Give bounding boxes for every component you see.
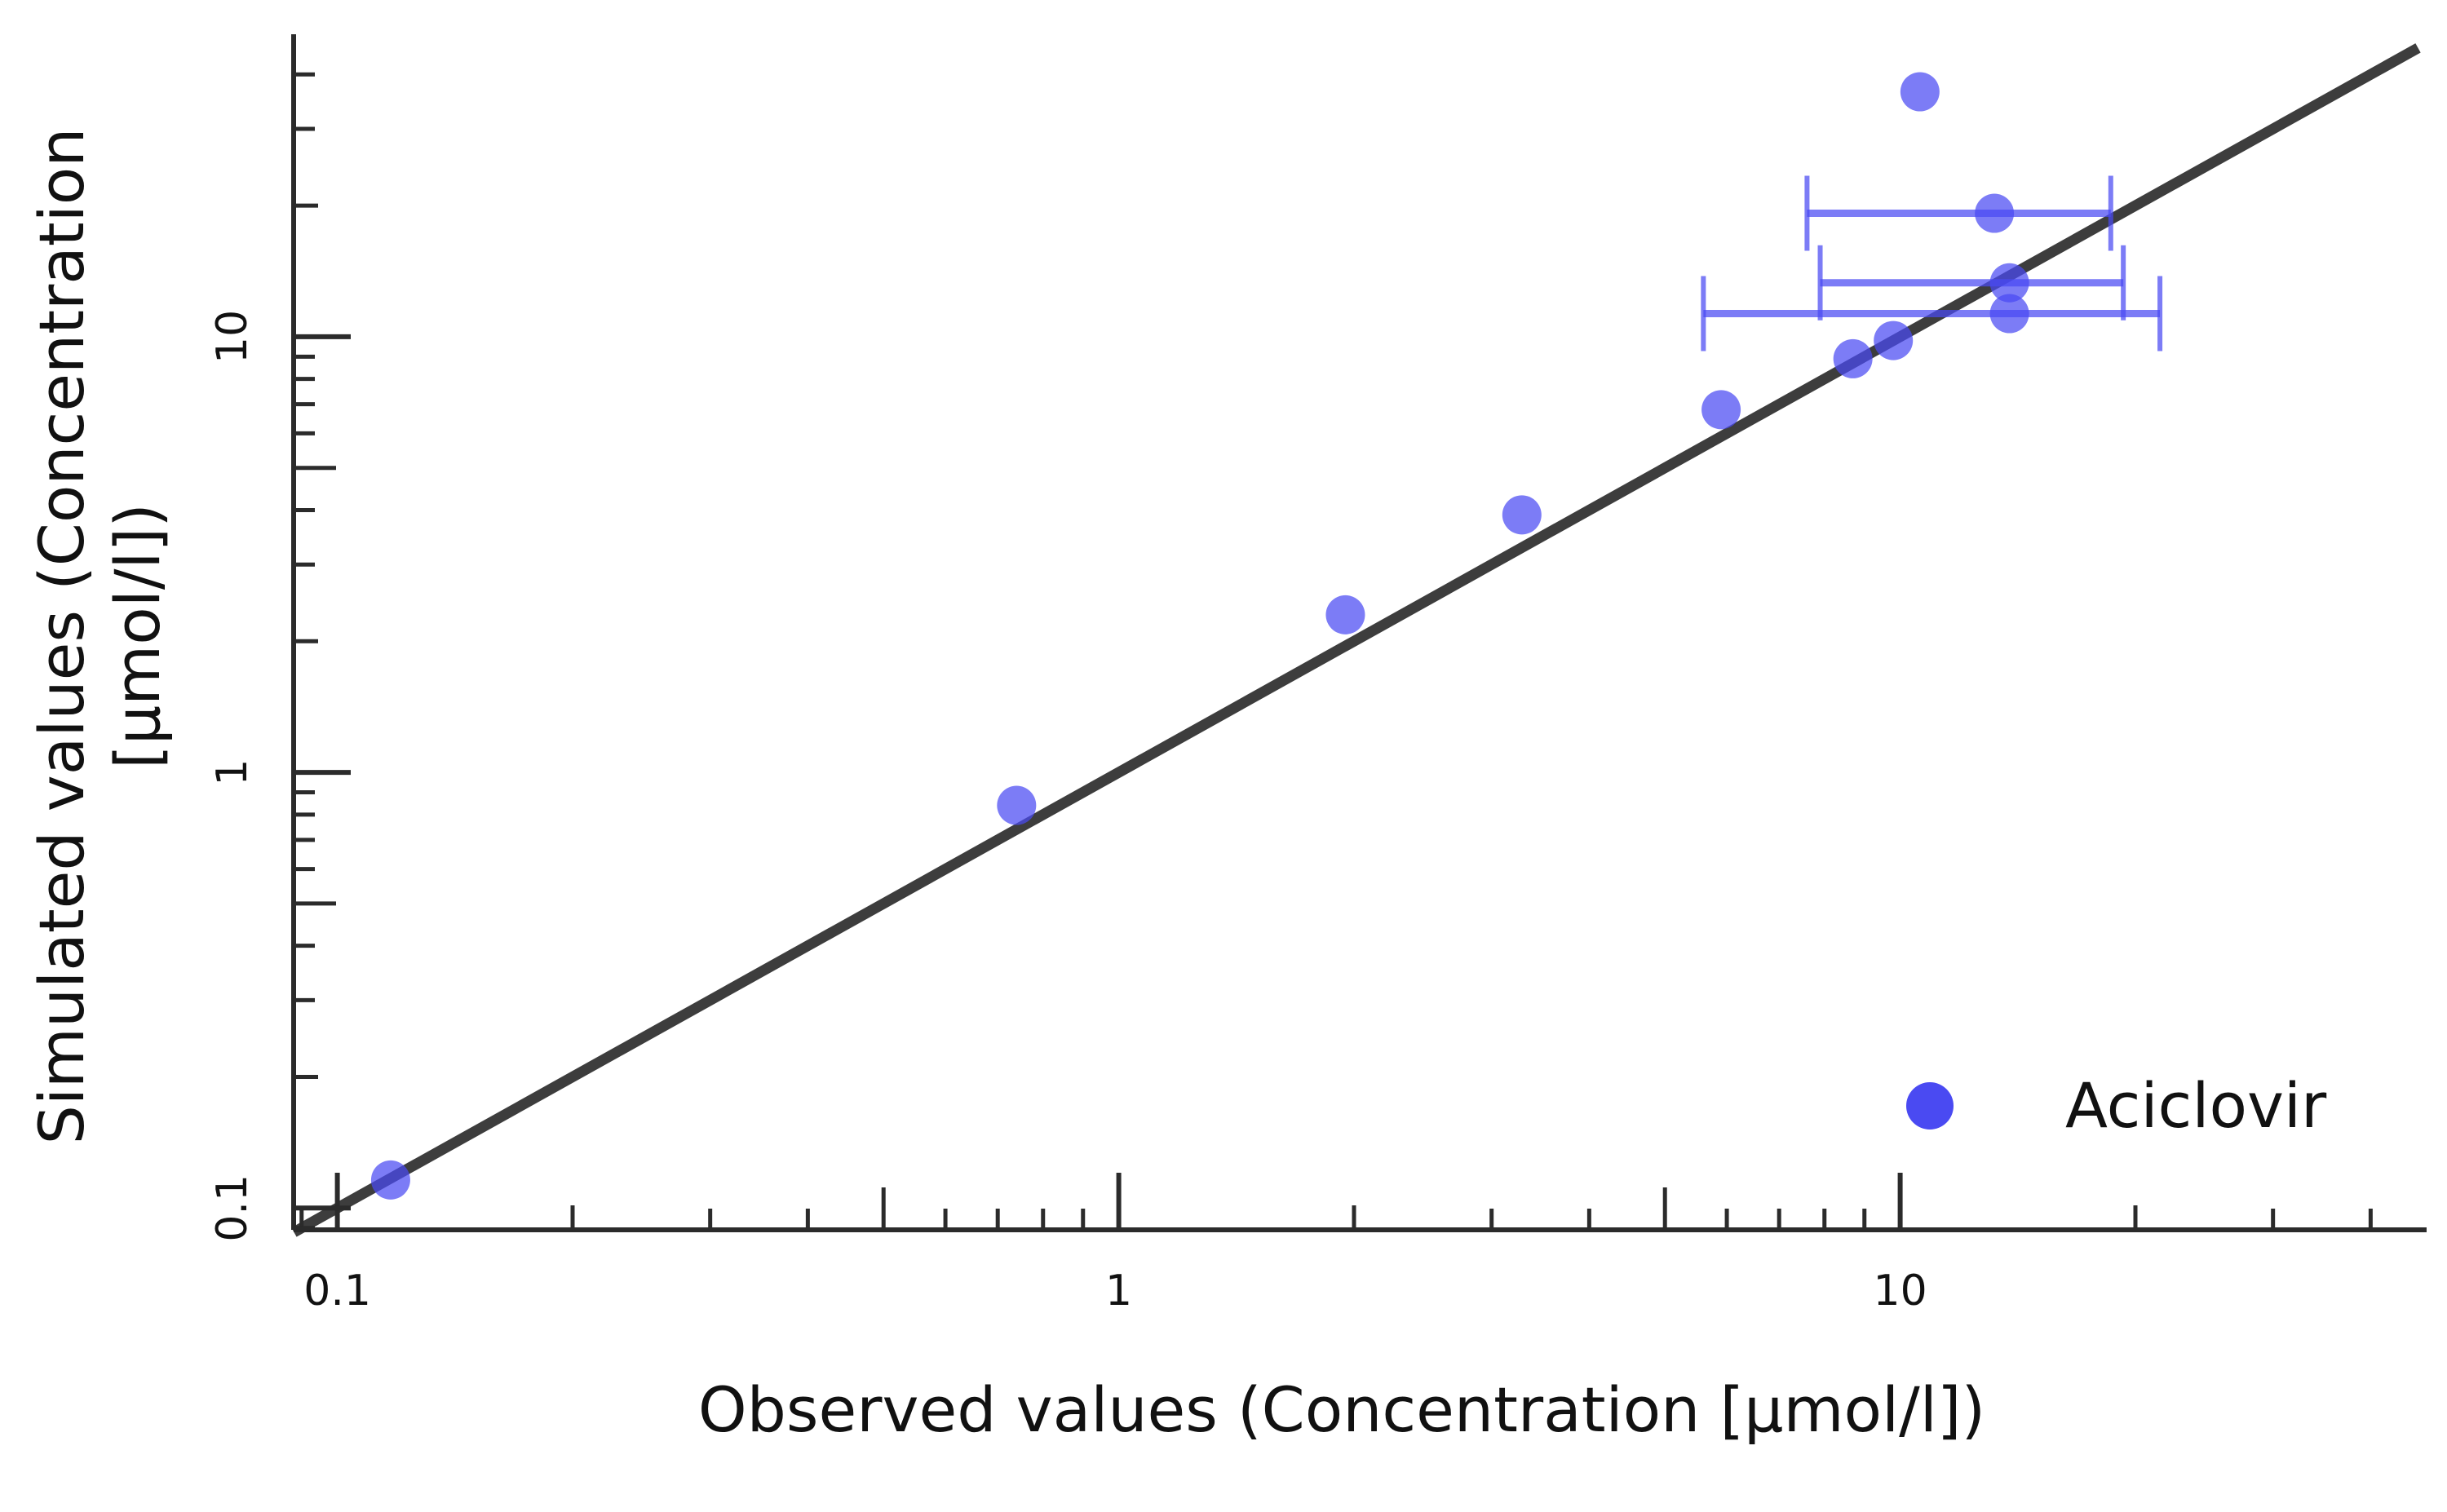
data-point	[997, 785, 1037, 825]
data-point	[1989, 294, 2029, 334]
y-tick-label: 1	[208, 759, 257, 786]
legend-label: Aciclovir	[2065, 1069, 2327, 1142]
data-point	[1325, 595, 1365, 634]
legend-marker	[1906, 1082, 1954, 1130]
data-point	[1900, 72, 1940, 112]
data-point	[1701, 390, 1741, 430]
y-tick-label: 0.1	[208, 1174, 257, 1242]
data-point	[1989, 263, 2029, 303]
x-tick-label: 0.1	[303, 1267, 371, 1315]
data-point	[1502, 495, 1542, 535]
points-layer	[370, 72, 2029, 1200]
x-axis-title: Observed values (Concentration [µmol/l])	[698, 1373, 1985, 1446]
x-tick-label: 1	[1105, 1267, 1132, 1315]
data-point	[1833, 338, 1873, 378]
y-axis-title-line1: Simulated values (Concentration	[25, 128, 98, 1145]
y-tick-label: 10	[208, 310, 257, 364]
identity-line	[291, 43, 2421, 1237]
axes-layer	[291, 34, 2427, 1232]
data-point	[370, 1160, 410, 1200]
identity-line-layer	[291, 43, 2421, 1237]
tick-label-layer: 0.1 1 10 0.1 1 10	[208, 310, 1927, 1315]
data-point	[1874, 321, 1914, 360]
data-point	[1975, 193, 2015, 233]
errorbar-layer	[1701, 175, 2163, 351]
y-axis-title-line2: [µmol/l])	[101, 503, 174, 769]
legend: Aciclovir	[1906, 1069, 2327, 1142]
x-tick-label: 10	[1874, 1267, 1927, 1315]
